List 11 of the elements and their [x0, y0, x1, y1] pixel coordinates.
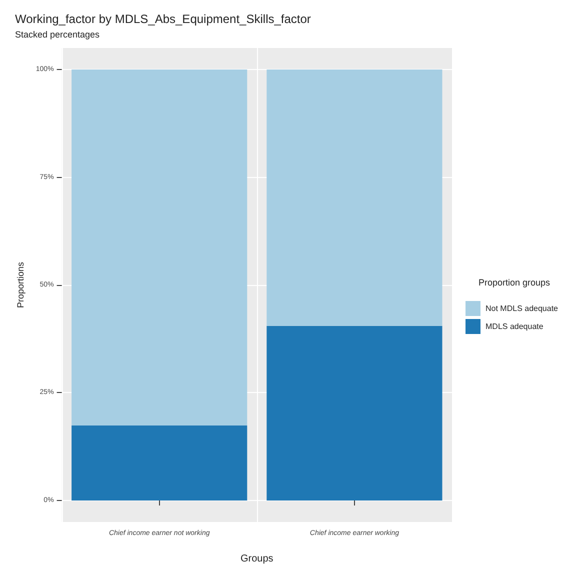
chart-title: Working_factor by MDLS_Abs_Equipment_Skills_factor	[15, 12, 311, 26]
bar	[266, 70, 442, 326]
bar	[72, 425, 248, 500]
legend-label: Not MDLS adequate	[486, 304, 559, 313]
legend-title: Proportion groups	[478, 278, 550, 288]
bar	[72, 70, 248, 426]
y-axis-title: Proportions	[16, 261, 26, 308]
x-axis-title: Groups	[240, 554, 274, 564]
chart-subtitle: Stacked percentages	[15, 30, 100, 40]
bar	[266, 326, 442, 500]
legend-label: MDLS adequate	[486, 322, 544, 331]
